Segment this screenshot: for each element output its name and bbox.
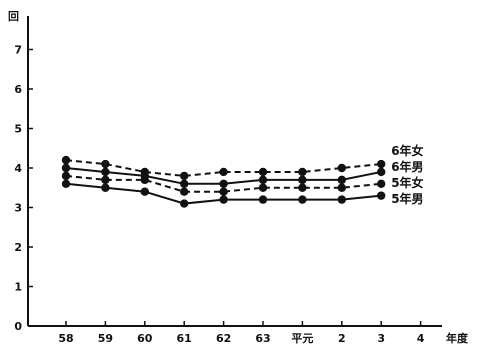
data-point <box>337 163 346 173</box>
data-point <box>101 159 110 169</box>
y-tick-label: 7 <box>14 44 22 57</box>
data-point <box>377 167 386 177</box>
y-axis-title: 回 <box>8 9 19 23</box>
data-point <box>180 199 189 208</box>
y-tick-label: 3 <box>14 202 22 215</box>
data-point <box>61 163 71 173</box>
data-point <box>140 175 149 185</box>
series-label: 6年男 <box>391 159 423 174</box>
x-tick-label: 62 <box>216 332 231 345</box>
data-point <box>298 167 307 177</box>
data-point <box>219 187 228 196</box>
series-1: 6年男 <box>61 159 424 188</box>
data-point <box>298 195 307 204</box>
x-tick-label: 59 <box>98 332 113 345</box>
series-2: 5年女 <box>61 171 424 196</box>
y-tick-label: 2 <box>14 241 22 254</box>
series-label: 5年女 <box>391 175 423 190</box>
x-tick-label: 2 <box>338 332 346 345</box>
data-point <box>140 187 149 196</box>
data-point <box>101 183 110 192</box>
y-tick-label: 6 <box>14 83 22 96</box>
x-tick-label: 3 <box>377 332 385 345</box>
data-point <box>337 175 346 185</box>
data-point <box>258 175 268 185</box>
x-tick-label: 58 <box>58 332 73 345</box>
data-point <box>337 195 346 204</box>
axes: 0 1 2 3 4 5 6 7 58 59 60 61 62 63 平元 2 3 4 <box>14 16 442 345</box>
series-line <box>65 159 382 177</box>
data-point <box>219 195 228 204</box>
data-point <box>219 167 228 177</box>
x-tick-label: 63 <box>255 332 270 345</box>
data-point <box>61 155 71 165</box>
data-point <box>61 171 71 181</box>
x-tick-label: 61 <box>177 332 192 345</box>
series-line <box>65 174 382 193</box>
x-tick-label: 60 <box>137 332 153 345</box>
data-point <box>298 175 307 185</box>
data-point <box>101 167 110 177</box>
data-point <box>377 159 386 169</box>
y-tick-label: 1 <box>14 281 22 294</box>
data-point <box>219 179 228 188</box>
data-point <box>180 187 189 196</box>
series-3: 5年男 <box>61 179 424 208</box>
series-label: 5年男 <box>391 191 423 206</box>
data-point <box>258 183 268 192</box>
data-point <box>298 183 307 192</box>
y-tick-label: 4 <box>14 162 22 175</box>
data-point <box>180 179 189 188</box>
series-label: 6年女 <box>391 143 423 158</box>
x-tick-label: 4 <box>417 332 425 345</box>
data-point <box>258 195 268 204</box>
data-point <box>61 179 71 188</box>
data-point <box>337 183 346 192</box>
series-0: 6年女 <box>61 143 424 181</box>
data-point <box>377 191 386 200</box>
data-point <box>258 167 268 177</box>
data-point <box>377 179 386 188</box>
x-axis-title: 年度 <box>446 331 469 345</box>
y-tick-label: 0 <box>14 320 22 333</box>
y-tick-label: 5 <box>14 123 22 136</box>
x-tick-label: 平元 <box>291 332 313 345</box>
data-point <box>180 171 189 181</box>
data-point <box>101 175 110 185</box>
